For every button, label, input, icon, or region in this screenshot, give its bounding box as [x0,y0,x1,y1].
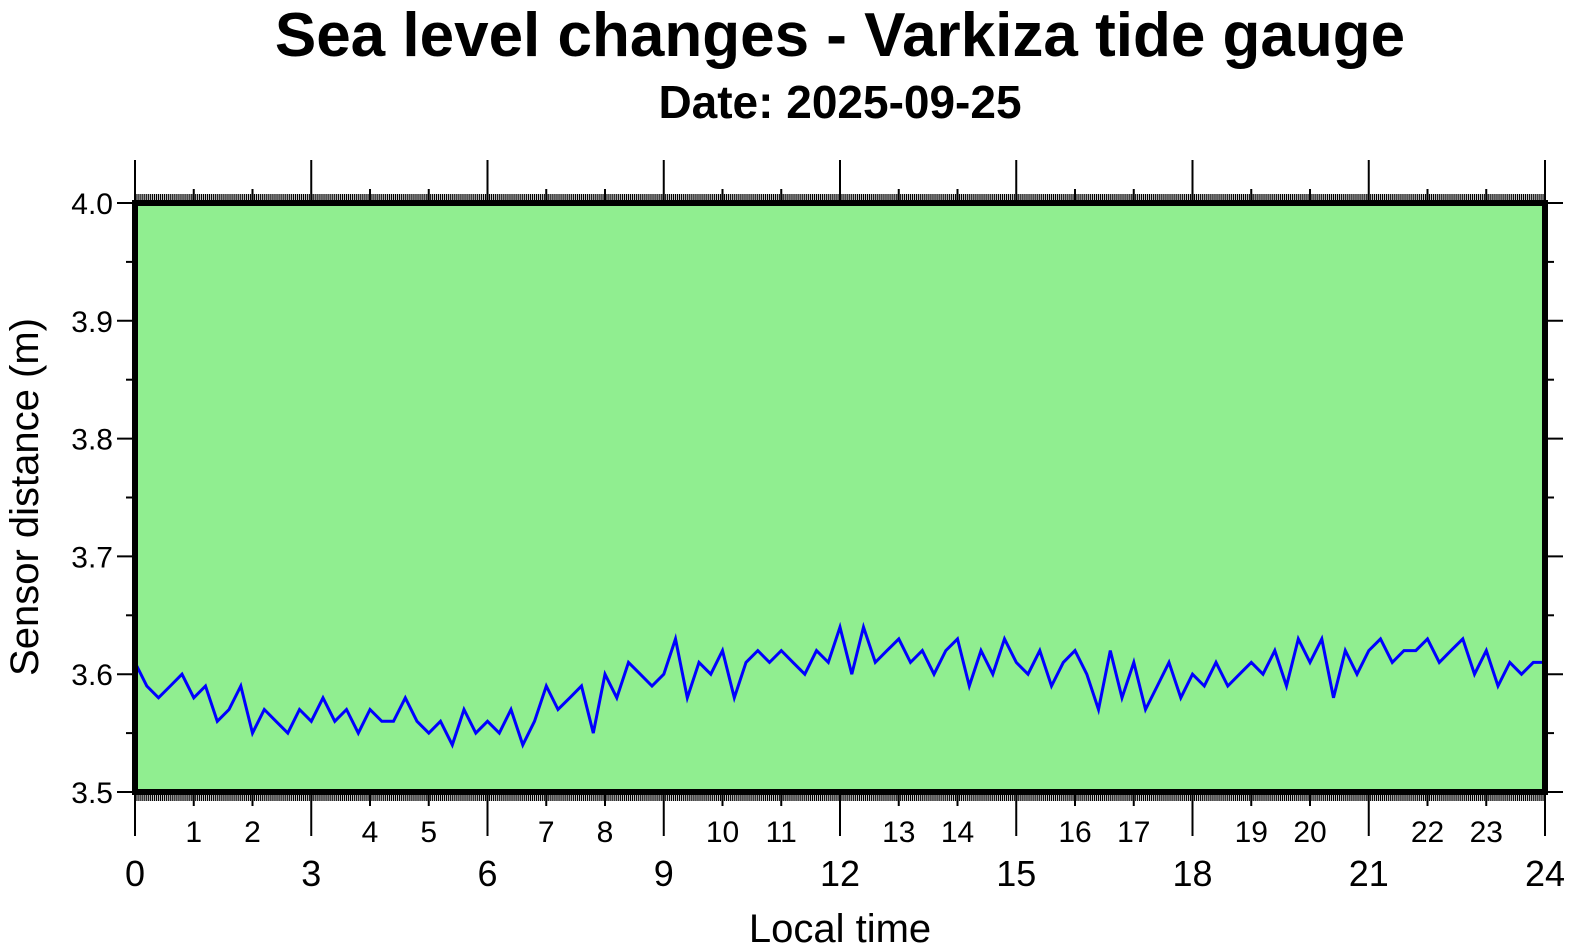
y-tick-label: 3.5 [71,777,113,810]
x-minor-tick-label: 5 [420,816,437,849]
x-minor-tick-label: 19 [1235,816,1268,849]
x-minor-tick-label: 23 [1470,816,1503,849]
y-tick-label: 3.9 [71,306,113,339]
axis-ticks [117,160,1563,836]
chart-subtitle: Date: 2025-09-25 [658,76,1021,128]
x-major-tick-label: 24 [1525,853,1565,894]
x-minor-tick-label: 8 [597,816,614,849]
x-minor-tick-label: 4 [362,816,379,849]
tick-labels: 3.53.63.73.83.94.00 3 6 9 12 15 18 21 241 2 4 5 7 8 10… [71,188,1565,894]
y-tick-label: 3.7 [71,541,113,574]
x-major-tick-label: 12 [820,853,860,894]
x-minor-tick-label: 22 [1411,816,1444,849]
x-minor-tick-label: 11 [766,816,797,849]
x-minor-tick-label: 14 [941,816,974,849]
sea-level-series-line [133,621,1545,749]
plot-frame [132,200,1548,795]
x-minor-tick-label: 16 [1058,816,1091,849]
x-minor-tick-label: 1 [185,816,202,849]
y-tick-label: 3.8 [71,424,113,457]
chart-title: Sea level changes - Varkiza tide gauge [275,1,1405,70]
x-minor-tick-label: 7 [538,816,555,849]
x-major-tick-label: 9 [654,853,674,894]
x-minor-tick-label: 2 [244,816,261,849]
x-minor-tick-label: 17 [1117,816,1150,849]
x-minor-tick-label: 13 [882,816,915,849]
x-minor-tick-label: 10 [706,816,739,849]
x-major-tick-label: 3 [301,853,321,894]
y-tick-label: 4.0 [71,188,113,221]
y-tick-label: 3.6 [71,659,113,692]
x-major-tick-label: 6 [477,853,497,894]
x-major-tick-label: 21 [1349,853,1389,894]
plot-background [135,203,1545,792]
y-axis-label: Sensor distance (m) [3,318,47,676]
x-minor-tick-label: 20 [1293,816,1326,849]
x-axis-label: Local time [749,907,931,950]
x-major-tick-label: 0 [125,853,145,894]
x-major-tick-label: 15 [996,853,1036,894]
x-major-tick-label: 18 [1172,853,1212,894]
